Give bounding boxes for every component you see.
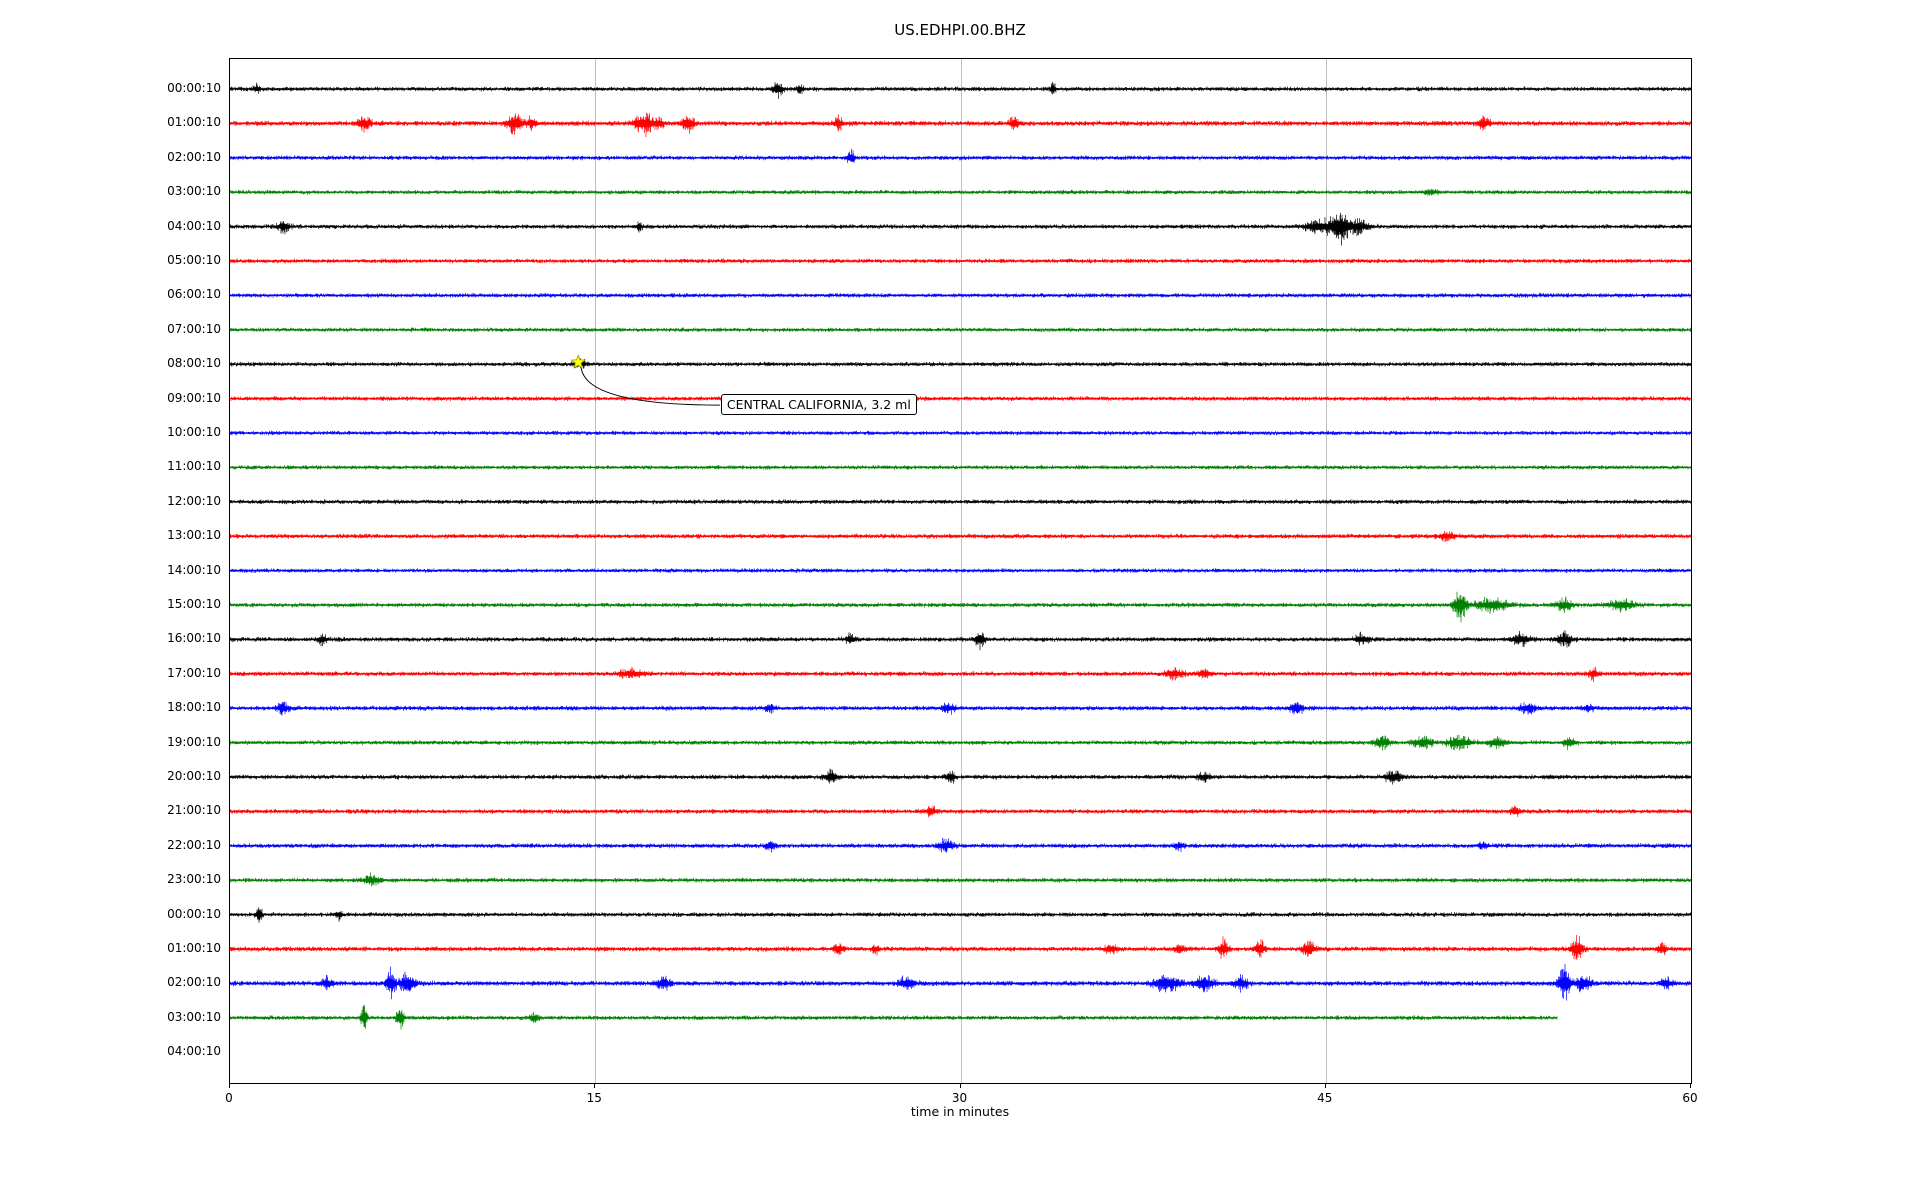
y-axis-label: 06:00:10 bbox=[167, 287, 221, 302]
y-axis-label: 14:00:10 bbox=[167, 562, 221, 577]
y-axis-label: 03:00:10 bbox=[167, 1009, 221, 1024]
y-axis-label: 22:00:10 bbox=[167, 837, 221, 852]
x-tick-label: 45 bbox=[1317, 1091, 1333, 1105]
x-tick-label: 30 bbox=[951, 1091, 968, 1105]
event-annotation-label: CENTRAL CALIFORNIA, 3.2 ml bbox=[720, 393, 917, 415]
y-axis-label: 00:00:10 bbox=[167, 81, 221, 95]
y-axis-label: 01:00:10 bbox=[167, 941, 221, 955]
x-axis-title: time in minutes bbox=[910, 1104, 1010, 1119]
y-axis-label: 01:00:10 bbox=[167, 115, 221, 130]
x-tick-mark bbox=[959, 1083, 961, 1088]
y-axis-label: 21:00:10 bbox=[167, 803, 221, 818]
y-axis-label: 10:00:10 bbox=[167, 425, 221, 439]
seismogram-canvas bbox=[230, 59, 1691, 1083]
y-axis-label: 23:00:10 bbox=[167, 872, 221, 887]
y-axis-label: 13:00:10 bbox=[167, 528, 221, 543]
y-axis-label: 02:00:10 bbox=[167, 975, 221, 990]
x-tick-mark bbox=[594, 1083, 596, 1088]
x-tick-label: 60 bbox=[1682, 1091, 1698, 1105]
x-tick-label: 0 bbox=[225, 1091, 233, 1105]
plot-area bbox=[229, 58, 1692, 1084]
y-axis-label: 11:00:10 bbox=[167, 459, 221, 474]
y-axis-label: 20:00:10 bbox=[167, 769, 221, 783]
y-axis-label: 08:00:10 bbox=[167, 356, 221, 371]
y-axis-label: 09:00:10 bbox=[167, 390, 221, 405]
y-axis-label: 17:00:10 bbox=[167, 665, 221, 680]
y-axis-label: 03:00:10 bbox=[167, 184, 221, 199]
y-axis-label: 04:00:10 bbox=[167, 1044, 221, 1059]
y-axis-label: 15:00:10 bbox=[167, 597, 221, 611]
y-axis-label: 02:00:10 bbox=[167, 149, 221, 164]
x-tick-mark bbox=[1690, 1083, 1691, 1088]
y-axis-label: 18:00:10 bbox=[167, 700, 221, 715]
y-axis-label: 05:00:10 bbox=[167, 253, 221, 267]
y-axis-label: 00:00:10 bbox=[167, 906, 221, 921]
y-axis-label: 04:00:10 bbox=[167, 218, 221, 233]
y-axis-label: 07:00:10 bbox=[167, 321, 221, 336]
x-tick-mark bbox=[1324, 1083, 1326, 1088]
x-tick-label: 15 bbox=[586, 1091, 602, 1105]
plot-title: US.EDHPI.00.BHZ bbox=[894, 21, 1026, 39]
y-axis-label: 19:00:10 bbox=[167, 734, 221, 749]
x-tick-mark bbox=[229, 1083, 230, 1088]
y-axis-label: 12:00:10 bbox=[167, 493, 221, 508]
y-axis-label: 16:00:10 bbox=[167, 631, 221, 646]
